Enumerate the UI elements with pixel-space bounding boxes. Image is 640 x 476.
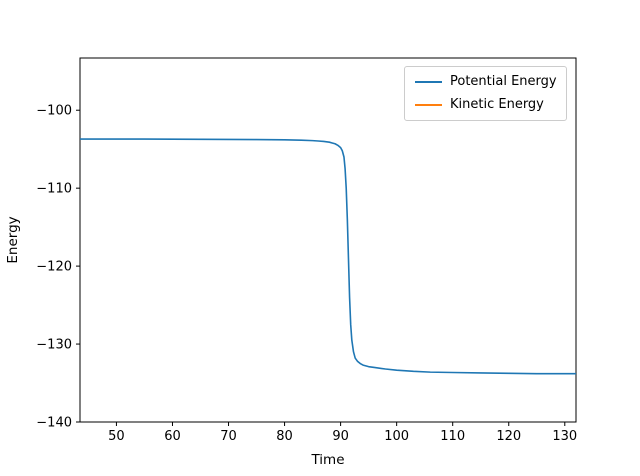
axes-layer: 50 60 70 80 90 100 110 120 130 −140 −130 −120 −110 −1… xyxy=(36,57,577,444)
x-tick-label: 60 xyxy=(164,429,181,444)
potential-energy-legend-label: Potential Energy xyxy=(450,74,557,89)
x-tick-label: 90 xyxy=(332,429,349,444)
y-tick-label: −110 xyxy=(36,182,72,197)
plot-spines xyxy=(79,57,577,423)
x-tick-label: 130 xyxy=(552,429,577,444)
x-tick-label: 120 xyxy=(496,429,521,444)
y-tick-label: −100 xyxy=(36,104,72,119)
x-tick-label: 110 xyxy=(440,429,465,444)
y-tick-label: −120 xyxy=(36,260,72,275)
plot-series-layer xyxy=(80,138,576,375)
series-line-0 xyxy=(80,138,576,375)
kinetic-energy-line-swatch xyxy=(415,104,442,106)
legend: Potential Energy Kinetic Energy xyxy=(404,66,567,121)
x-tick-label: 80 xyxy=(276,429,293,444)
x-tick-label: 100 xyxy=(384,429,409,444)
x-axis-title: Time xyxy=(310,452,344,468)
y-tick-label: −140 xyxy=(36,416,72,431)
x-tick-label: 50 xyxy=(108,429,125,444)
legend-entry-kinetic-energy: Kinetic Energy xyxy=(415,97,556,113)
y-tick-label: −130 xyxy=(36,338,72,353)
kinetic-energy-legend-label: Kinetic Energy xyxy=(450,97,544,112)
potential-energy-line-swatch xyxy=(415,81,442,83)
y-axis-title: Energy xyxy=(5,216,21,263)
legend-entry-potential-energy: Potential Energy xyxy=(415,74,557,90)
x-tick-label: 70 xyxy=(220,429,237,444)
